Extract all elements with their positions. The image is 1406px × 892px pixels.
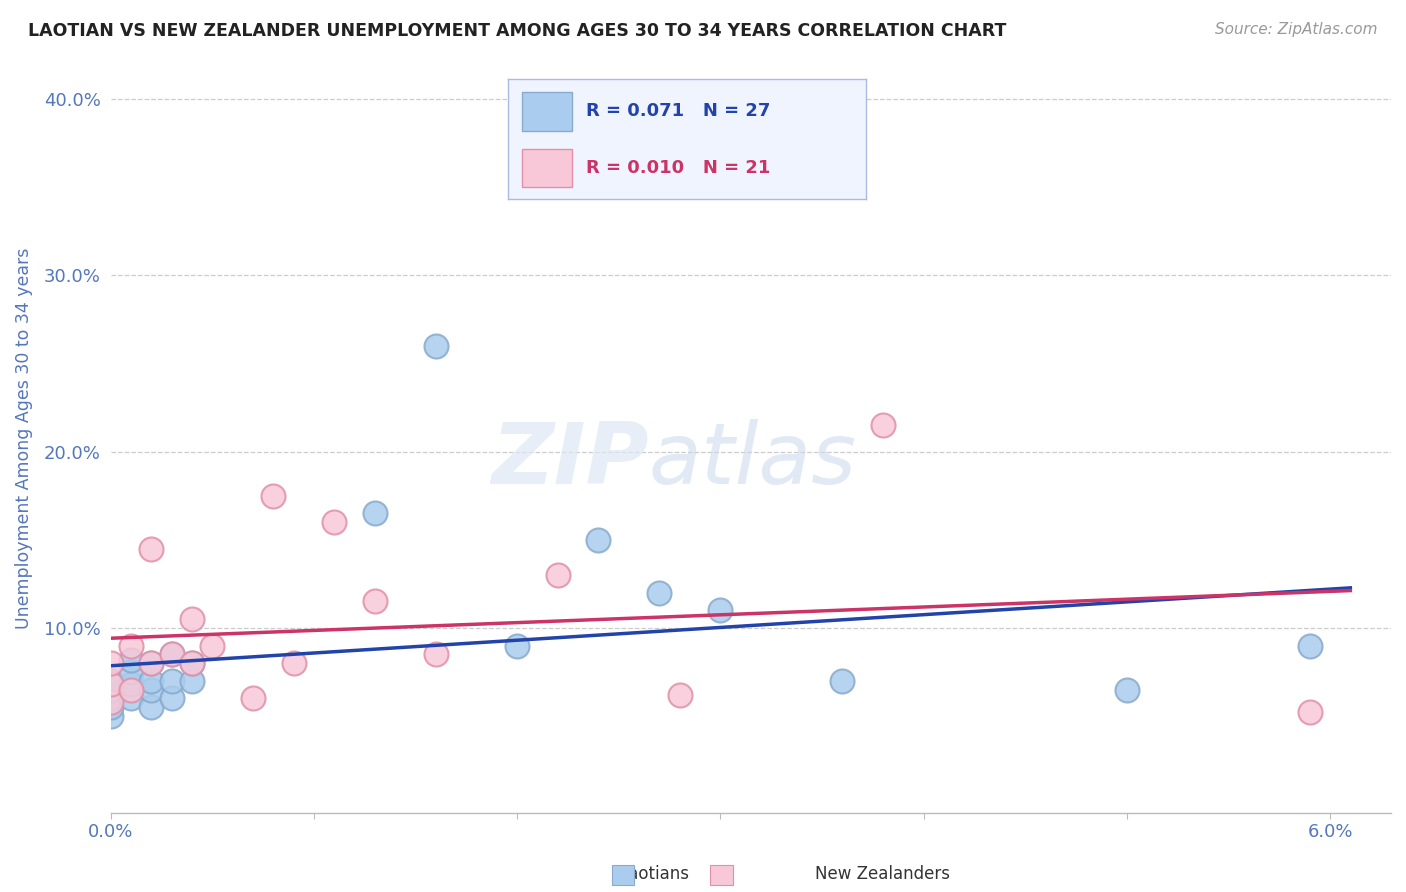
Point [120,691,142,706]
Text: New Zealanders: New Zealanders [815,865,950,883]
Point [262,489,284,503]
Point [120,682,142,697]
Point [364,507,387,521]
Point [201,639,224,653]
Point [425,648,447,662]
Point [141,656,163,670]
Point [141,673,163,688]
Point [242,691,264,706]
Point [160,648,183,662]
Point [100,677,122,691]
Point [160,648,183,662]
Point [668,688,690,702]
Point [100,709,122,723]
Point [831,673,853,688]
Point [141,682,163,697]
Point [100,700,122,714]
Text: atlas: atlas [648,419,856,502]
Point [181,656,204,670]
Point [120,652,142,666]
Point [425,339,447,353]
Point [100,691,122,706]
Point [709,603,731,617]
Point [141,541,163,556]
Point [141,656,163,670]
Point [323,515,346,529]
Y-axis label: Unemployment Among Ages 30 to 34 years: Unemployment Among Ages 30 to 34 years [15,248,32,629]
Point [588,533,610,547]
Point [120,677,142,691]
Point [181,673,204,688]
Point [100,695,122,709]
Point [160,673,183,688]
Point [648,585,671,599]
Point [181,612,204,626]
Point [283,656,305,670]
Text: Laotians: Laotians [619,865,689,883]
Point [364,594,387,608]
Point [120,665,142,679]
Point [100,656,122,670]
Point [1115,682,1137,697]
Point [100,682,122,697]
Point [120,639,142,653]
Text: ZIP: ZIP [491,419,648,502]
Point [506,639,529,653]
Point [141,700,163,714]
Point [1299,639,1322,653]
Point [160,691,183,706]
Point [1299,706,1322,720]
Point [181,656,204,670]
Point [872,418,894,433]
Point [547,568,569,582]
Point [100,673,122,688]
Text: LAOTIAN VS NEW ZEALANDER UNEMPLOYMENT AMONG AGES 30 TO 34 YEARS CORRELATION CHAR: LAOTIAN VS NEW ZEALANDER UNEMPLOYMENT AM… [28,22,1007,40]
Text: Source: ZipAtlas.com: Source: ZipAtlas.com [1215,22,1378,37]
